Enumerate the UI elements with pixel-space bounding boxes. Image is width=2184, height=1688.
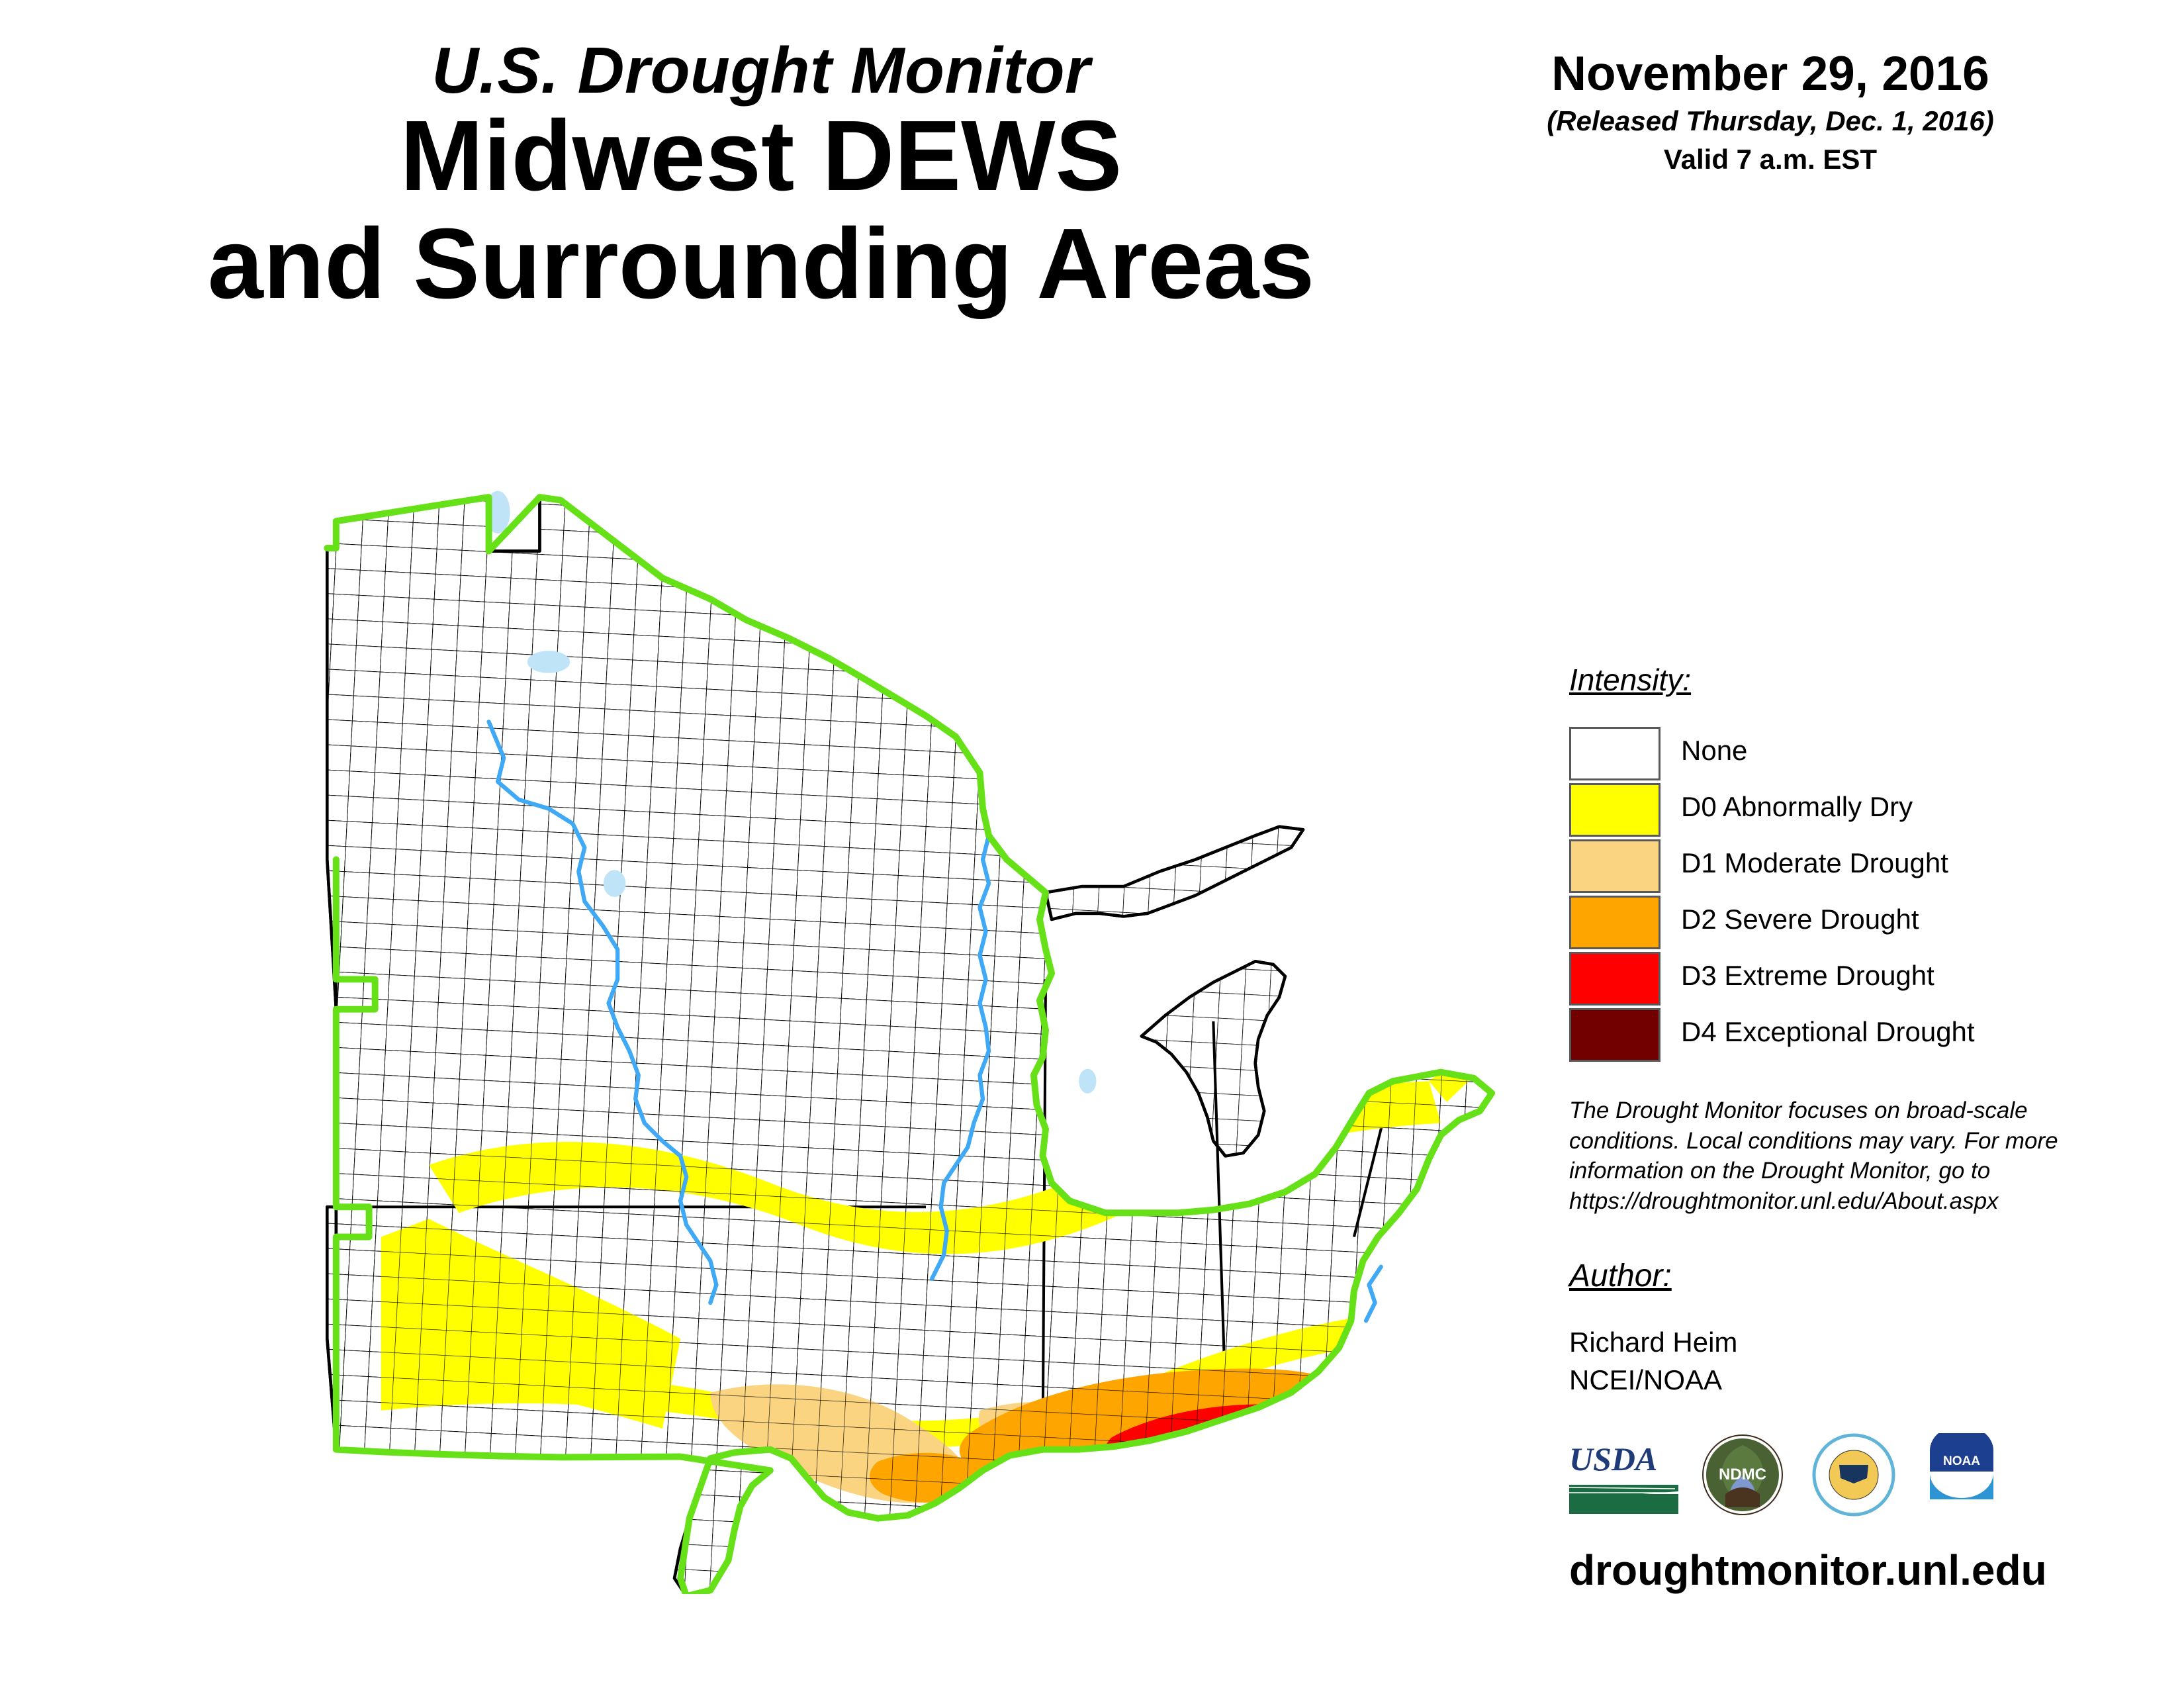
- svg-text:USDA: USDA: [1569, 1440, 1657, 1477]
- svg-text:NOAA: NOAA: [1943, 1454, 1980, 1468]
- svg-text:NDMC: NDMC: [1719, 1466, 1766, 1483]
